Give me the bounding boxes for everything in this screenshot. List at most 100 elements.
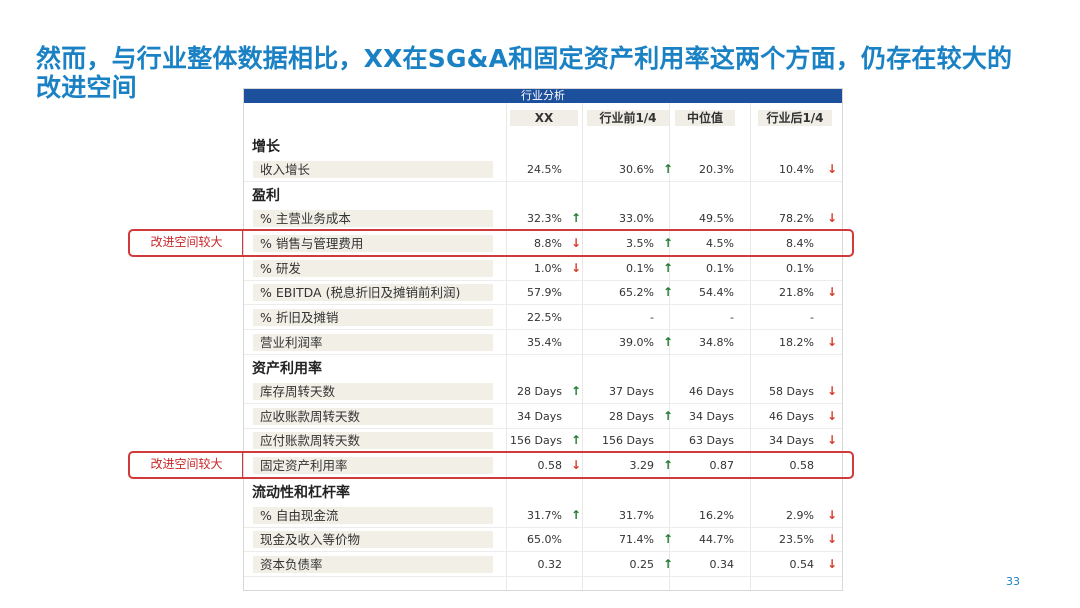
page-number: 33 — [1006, 575, 1020, 588]
column-divider — [506, 103, 507, 590]
table-row: % 主营业务成本 32.3% ↑ 33.0% 49.5% 78.2% ↓ — [244, 207, 842, 232]
down-arrow-icon: ↓ — [826, 507, 838, 522]
up-arrow-icon: ↑ — [570, 211, 582, 226]
down-arrow-icon: ↓ — [826, 556, 838, 571]
table-row: % EBITDA (税息折旧及摊销前利润) 57.9% 65.2% ↑ 54.4% 21.… — [244, 281, 842, 306]
table-banner: 行业分析 — [244, 89, 842, 103]
up-arrow-icon: ↑ — [662, 235, 674, 250]
cell-value: - — [730, 310, 734, 324]
callout-label: 改进空间较大 — [150, 457, 223, 472]
table-row: 固定资产利用率 0.58 ↓ 3.29 ↑ 0.87 0.58 — [244, 454, 842, 479]
cell-value: 30.6% — [619, 162, 654, 176]
cell-value: - — [650, 310, 654, 324]
row-label: % 自由现金流 — [253, 506, 493, 524]
cell-value: 156 Days — [602, 434, 654, 448]
cell-value: 0.1% — [786, 261, 814, 275]
cell-value: 28 Days — [517, 385, 562, 398]
row-label: % 主营业务成本 — [253, 210, 493, 228]
cell-value: 22.5% — [527, 310, 562, 324]
up-arrow-icon: ↑ — [662, 556, 674, 571]
down-arrow-icon: ↓ — [570, 235, 582, 250]
cell-value: 0.1% — [626, 261, 654, 275]
cell-value: 0.58 — [537, 459, 563, 473]
row-label: 收入增长 — [253, 160, 493, 178]
table-row: % 自由现金流 31.7% ↑ 31.7% 16.2% 2.9% ↓ — [244, 504, 842, 528]
column-divider — [669, 103, 670, 590]
cell-value: 0.54 — [789, 557, 815, 571]
table-row: % 销售与管理费用 8.8% ↓ 3.5% ↑ 4.5% 8.4% — [244, 232, 842, 256]
cell-value: 32.3% — [527, 212, 562, 226]
cell-value: 0.25 — [629, 557, 655, 571]
cell-value: 0.58 — [789, 459, 815, 473]
table-row: 应收账款周转天数 34 Days 28 Days ↑ 34 Days 46 Days ↓ — [244, 405, 842, 429]
down-arrow-icon: ↓ — [826, 532, 838, 547]
industry-analysis-table: 行业分析 XX 行业前1/4 中位值 行业后1/4 增长 收入增长 24.5% 30.6% ↑ 2… — [243, 88, 843, 591]
cell-value: 35.4% — [527, 335, 562, 349]
section-title: 资产利用率 — [252, 361, 322, 378]
cell-value: 10.4% — [779, 162, 814, 176]
row-label: 应收账款周转天数 — [253, 407, 493, 425]
table-row: 现金及收入等价物 65.0% 71.4% ↑ 44.7% 23.5% ↓ — [244, 528, 842, 553]
table-grid: XX 行业前1/4 中位值 行业后1/4 增长 收入增长 24.5% 30.6% ↑ 20.3% 1… — [244, 103, 842, 590]
cell-value: 0.34 — [709, 557, 735, 571]
down-arrow-icon: ↓ — [826, 285, 838, 300]
up-arrow-icon: ↑ — [662, 161, 674, 176]
down-arrow-icon: ↓ — [826, 211, 838, 226]
column-header: 中位值 — [675, 110, 735, 126]
slide-title: 然而，与行业整体数据相比，XX在SG&A和固定资产利用率这两个方面，仍存在较大的… — [36, 44, 1013, 102]
cell-value: 8.8% — [534, 236, 562, 250]
cell-value: 63 Days — [689, 434, 734, 448]
cell-value: 39.0% — [619, 335, 654, 349]
table-row: 收入增长 24.5% 30.6% ↑ 20.3% 10.4% ↓ — [244, 158, 842, 182]
up-arrow-icon: ↑ — [570, 384, 582, 398]
row-label: 现金及收入等价物 — [253, 531, 493, 549]
up-arrow-icon: ↑ — [662, 285, 674, 300]
up-arrow-icon: ↑ — [662, 532, 674, 547]
down-arrow-icon: ↓ — [826, 408, 838, 423]
down-arrow-icon: ↓ — [826, 433, 838, 448]
table-row: 应付账款周转天数 156 Days ↑ 156 Days 63 Days 34 Days ↓ — [244, 429, 842, 454]
table-row: 资本负债率 0.32 0.25 ↑ 0.34 0.54 ↓ — [244, 553, 842, 577]
row-label: % EBITDA (税息折旧及摊销前利润) — [253, 284, 493, 302]
up-arrow-icon: ↑ — [662, 408, 674, 423]
column-header: 行业前1/4 — [587, 110, 669, 126]
section-row: 资产利用率 — [244, 355, 842, 379]
section-row: 盈利 — [244, 182, 842, 206]
callout-divider — [242, 229, 243, 256]
cell-value: 54.4% — [699, 286, 734, 300]
column-divider — [750, 103, 751, 590]
cell-value: 44.7% — [699, 533, 734, 547]
cell-value: 4.5% — [706, 236, 734, 250]
section-title: 盈利 — [252, 188, 280, 205]
section-row: 增长 — [244, 133, 842, 157]
cell-value: 31.7% — [619, 508, 654, 522]
column-header: XX — [510, 110, 578, 126]
cell-value: 24.5% — [527, 162, 562, 176]
down-arrow-icon: ↓ — [826, 161, 838, 176]
cell-value: 46 Days — [769, 409, 814, 423]
cell-value: 2.9% — [786, 508, 814, 522]
table-row: 营业利润率 35.4% 39.0% ↑ 34.8% 18.2% ↓ — [244, 331, 842, 355]
cell-value: 34 Days — [689, 409, 734, 423]
cell-value: 71.4% — [619, 533, 654, 547]
cell-value: 28 Days — [609, 409, 654, 423]
cell-value: 78.2% — [779, 212, 814, 226]
cell-value: 21.8% — [779, 286, 814, 300]
cell-value: 65.2% — [619, 286, 654, 300]
cell-value: 0.87 — [709, 459, 735, 473]
up-arrow-icon: ↑ — [570, 507, 582, 522]
cell-value: 57.9% — [527, 286, 562, 300]
cell-value: 3.5% — [626, 236, 654, 250]
table-row: 库存周转天数 28 Days ↑ 37 Days 46 Days 58 Days ↓ — [244, 380, 842, 404]
row-label: 营业利润率 — [253, 333, 493, 351]
section-row: 流动性和杠杆率 — [244, 479, 842, 503]
section-title: 增长 — [252, 139, 280, 155]
up-arrow-icon: ↑ — [662, 458, 674, 473]
highlight-box — [128, 451, 854, 480]
cell-value: 37 Days — [609, 385, 654, 398]
callout-divider — [242, 452, 243, 479]
cell-value: 3.29 — [629, 459, 655, 473]
down-arrow-icon: ↓ — [570, 260, 582, 275]
section-title: 流动性和杠杆率 — [252, 484, 350, 501]
row-label: % 折旧及摊销 — [253, 308, 493, 326]
